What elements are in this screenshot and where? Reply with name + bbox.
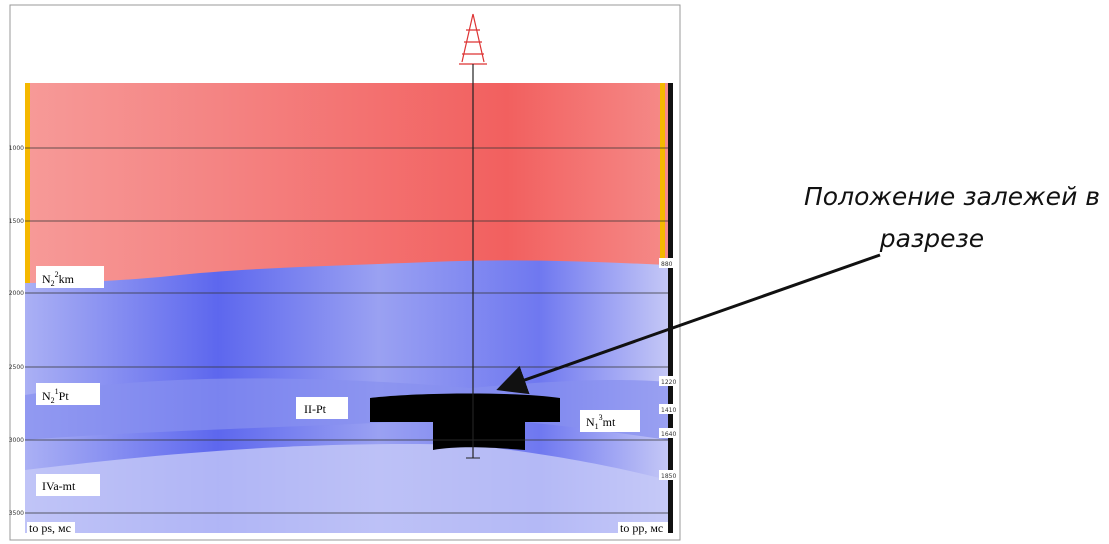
right-label: 1220 (661, 379, 676, 386)
depth-label: 1000 (9, 145, 24, 152)
edge-strip (25, 83, 30, 283)
depth-label: 3500 (9, 510, 24, 517)
layer-label: IVa-mt (42, 479, 76, 493)
depth-label: 1500 (9, 218, 24, 225)
right-label: 1410 (661, 407, 676, 414)
edge-bar (668, 83, 673, 533)
page: 1000 1500 2000 2500 3000 3500 N22km N21P… (0, 0, 1109, 544)
red-zone (25, 83, 668, 283)
bottom-left-label: to ps, мс (29, 521, 71, 535)
right-label: 880 (661, 261, 673, 268)
right-label: 1850 (661, 473, 676, 480)
layer-label: N22km (42, 270, 75, 288)
layer-label: II-Pt (304, 402, 327, 416)
depth-label: 3000 (9, 437, 24, 444)
annotation-line: Положение залежей в (804, 182, 1100, 211)
depth-label: 2000 (9, 290, 24, 297)
depth-label: 2500 (9, 364, 24, 371)
edge-strip (660, 83, 665, 263)
figure: 1000 1500 2000 2500 3000 3500 N22km N21P… (0, 0, 1109, 544)
annotation-line: разрезе (879, 224, 984, 253)
right-label: 1640 (661, 431, 676, 438)
bottom-right-label: to pp, мс (620, 521, 663, 535)
